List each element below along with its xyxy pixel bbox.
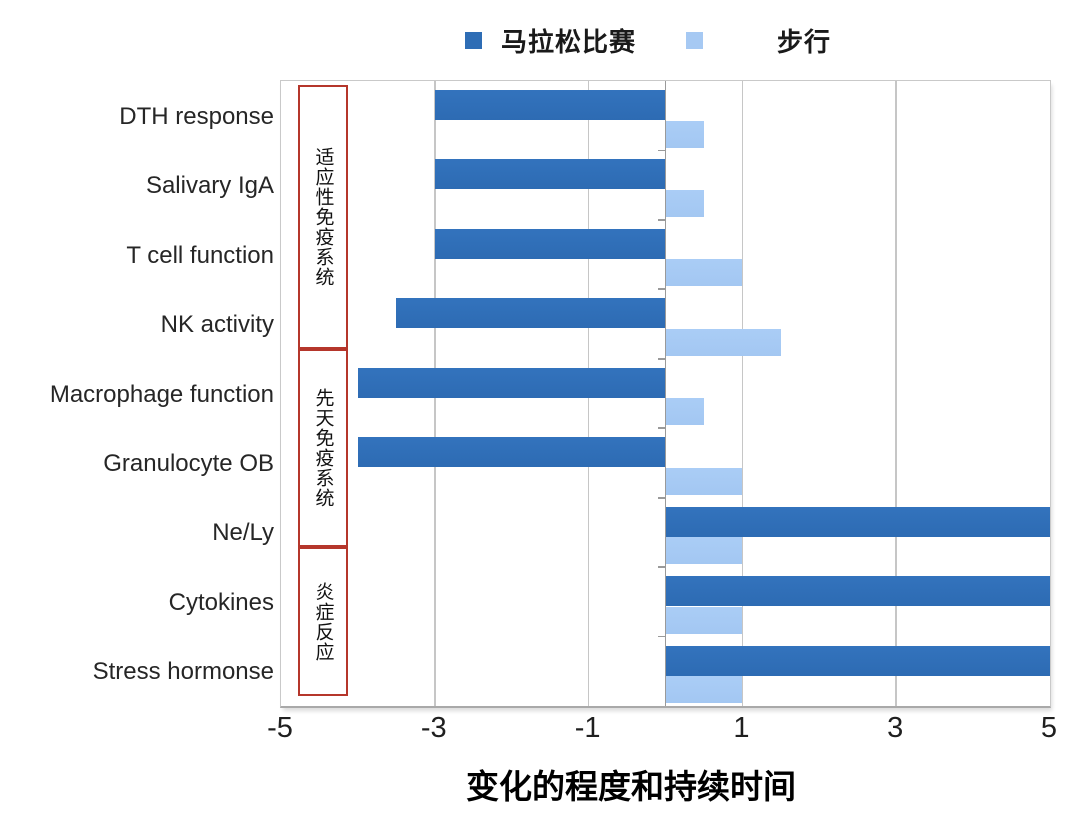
zero-axis-tick — [657, 219, 666, 221]
legend-label-walking: 步行 — [777, 27, 832, 57]
category-label: NK activity — [160, 311, 274, 339]
bar-马拉松比赛-DTH response — [434, 90, 666, 120]
category-label: Salivary IgA — [145, 172, 274, 200]
bar-步行-Stress hormonse — [665, 676, 743, 704]
x-tick-label-5: 5 — [1040, 712, 1058, 744]
zero-axis-tick — [657, 357, 666, 360]
category-label: DTH response — [119, 102, 274, 130]
plot-area: 适应性免疫系统先天免疫系统炎症反应 — [280, 80, 1051, 708]
group-label-1: 适应性免疫系统 — [312, 147, 334, 287]
category-label: Stress hormonse — [92, 658, 274, 686]
group-box-2: 先天免疫系统 — [298, 349, 348, 547]
category-label: Cytokines — [168, 588, 274, 616]
bar-步行-Granulocyte OB — [665, 467, 743, 495]
gridline-1 — [741, 81, 744, 706]
legend-swatch-marathon — [465, 32, 482, 49]
group-box-3: 炎症反应 — [298, 547, 348, 696]
zero-axis-tick — [657, 496, 666, 499]
bar-马拉松比赛-Macrophage function — [357, 367, 666, 398]
bar-步行-T cell function — [665, 259, 743, 287]
bar-步行-Ne/Ly — [665, 537, 743, 565]
zero-axis-line — [664, 81, 667, 706]
bar-步行-DTH response — [665, 120, 704, 148]
bar-马拉松比赛-Stress hormonse — [665, 645, 1050, 676]
bar-马拉松比赛-Ne/Ly — [665, 506, 1050, 537]
zero-axis-tick — [657, 149, 666, 152]
bar-步行-NK activity — [665, 328, 781, 356]
group-label-3: 炎症反应 — [312, 581, 334, 662]
legend-swatch-walking — [686, 32, 703, 49]
bar-马拉松比赛-Granulocyte OB — [357, 437, 666, 468]
bar-步行-Salivary IgA — [665, 189, 704, 217]
group-box-1: 适应性免疫系统 — [298, 85, 348, 349]
zero-axis-tick — [657, 288, 666, 291]
zero-axis-tick — [657, 635, 666, 638]
bar-马拉松比赛-Cytokines — [665, 576, 1050, 607]
x-tick-label--5: -5 — [267, 712, 293, 744]
group-label-2: 先天免疫系统 — [312, 388, 334, 508]
category-label: Ne/Ly — [212, 519, 274, 547]
bar-马拉松比赛-Salivary IgA — [434, 159, 666, 190]
x-tick-label--3: -3 — [420, 712, 447, 744]
category-label: T cell function — [126, 241, 274, 269]
x-tick-label--1: -1 — [574, 712, 601, 744]
category-label: Macrophage function — [49, 380, 274, 408]
bar-马拉松比赛-T cell function — [434, 228, 666, 259]
zero-axis-tick — [657, 427, 666, 430]
bar-步行-Cytokines — [665, 606, 743, 634]
category-label: Granulocyte OB — [103, 449, 274, 477]
bar-步行-Macrophage function — [665, 398, 704, 426]
x-tick-label-1: 1 — [733, 712, 750, 744]
x-axis-title: 变化的程度和持续时间 — [466, 768, 796, 805]
zero-axis-tick — [657, 566, 666, 568]
bar-马拉松比赛-NK activity — [396, 298, 666, 329]
x-tick-label-3: 3 — [887, 712, 904, 744]
gridline-3 — [895, 81, 897, 706]
legend-label-marathon: 马拉松比赛 — [501, 27, 637, 57]
